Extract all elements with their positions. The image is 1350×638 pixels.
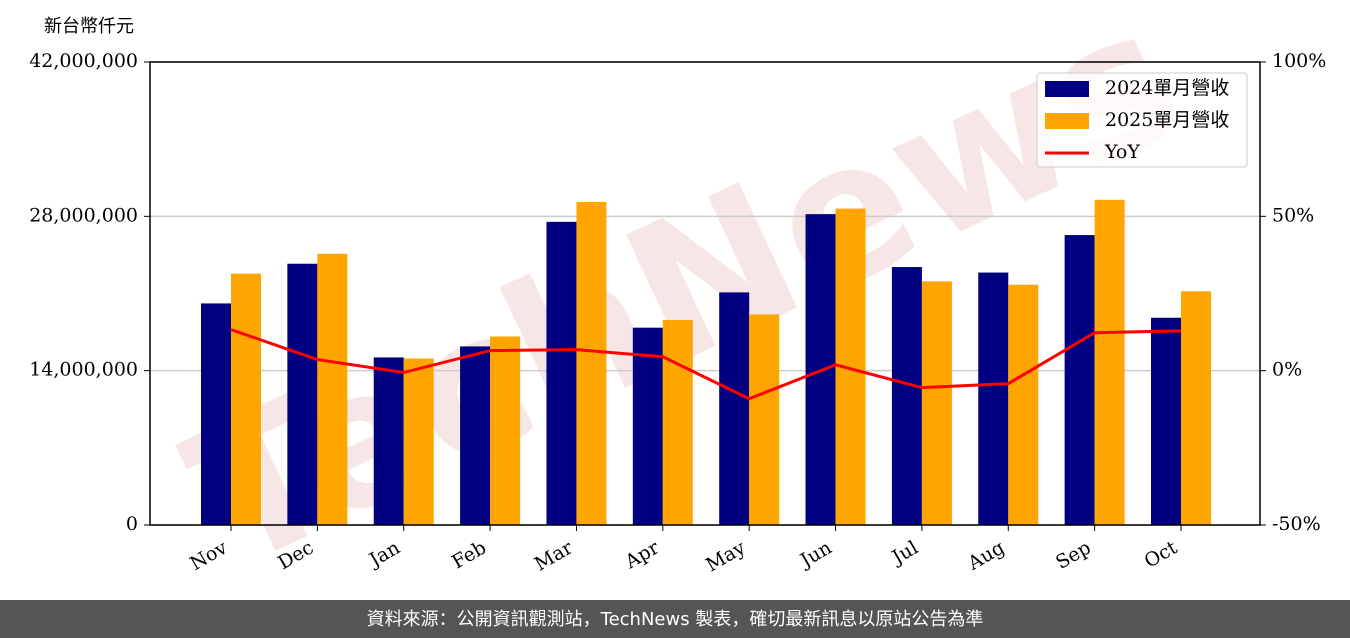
- x-tick-label: Sep: [1052, 537, 1095, 574]
- bar: [1008, 284, 1039, 525]
- bar: [719, 292, 750, 525]
- x-tick-label: Jul: [887, 537, 922, 570]
- legend-box: [1036, 72, 1248, 168]
- y-tick-label: 28,000,000: [29, 204, 138, 226]
- bar: [978, 272, 1009, 525]
- bar: [662, 319, 693, 525]
- source-note: 資料來源：公開資訊觀測站，TechNews 製表，確切最新訊息以原站公告為準: [367, 609, 984, 630]
- footer-bar: [0, 600, 1350, 638]
- y2-tick-label: 50%: [1272, 204, 1314, 226]
- x-tick-label: Jun: [795, 537, 836, 573]
- x-tick-label: Mar: [531, 536, 577, 575]
- yoy-line: [230, 328, 1182, 401]
- x-tick-label: Apr: [621, 536, 664, 573]
- bar: [1181, 291, 1211, 525]
- bar: [1064, 235, 1095, 526]
- bar: [749, 314, 780, 525]
- legend-label: 2024單月營收: [1105, 77, 1229, 99]
- unit-label: 新台幣仟元: [44, 16, 134, 37]
- bar: [231, 273, 261, 525]
- y-tick-label: 14,000,000: [29, 359, 138, 381]
- bar: [373, 357, 404, 525]
- y2-tick-label: 100%: [1272, 50, 1326, 72]
- legend-label: YoY: [1104, 141, 1140, 163]
- x-tick-label: Aug: [963, 537, 1008, 576]
- legend-swatch: [1045, 81, 1089, 97]
- x-tick-label: Feb: [448, 537, 490, 574]
- y-tick-label: 0: [126, 513, 138, 535]
- x-tick-label: May: [702, 536, 749, 576]
- y-tick-label: 42,000,000: [29, 50, 138, 72]
- bar: [1151, 317, 1181, 525]
- bar: [201, 303, 231, 525]
- bar: [576, 202, 607, 525]
- bar: [490, 336, 521, 525]
- legend-swatch: [1045, 113, 1089, 129]
- plot-frame: [149, 61, 1261, 526]
- y2-tick-label: 0%: [1272, 359, 1302, 381]
- bar: [287, 263, 318, 525]
- y2-tick-label: -50%: [1272, 513, 1321, 535]
- bar: [403, 358, 434, 525]
- bar: [632, 327, 663, 525]
- x-tick-label: Oct: [1141, 536, 1182, 572]
- bar: [921, 281, 952, 525]
- bar: [546, 221, 577, 525]
- legend-label: 2025單月營收: [1105, 109, 1229, 131]
- bar: [1094, 199, 1125, 526]
- bar: [460, 346, 491, 525]
- bar: [891, 267, 922, 525]
- bar: [317, 253, 348, 526]
